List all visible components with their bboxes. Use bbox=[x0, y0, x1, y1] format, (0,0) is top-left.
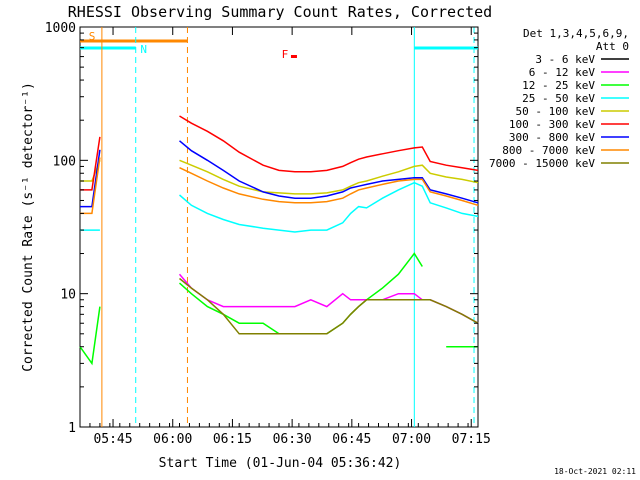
x-tick-label: 06:00 bbox=[153, 432, 192, 447]
footer-timestamp: 18-Oct-2021 02:11 bbox=[554, 467, 636, 476]
legend-entry-label: 6 - 12 keV bbox=[529, 66, 596, 79]
chart-title: RHESSI Observing Summary Count Rates, Co… bbox=[68, 3, 492, 21]
y-axis: 1 10 100 1000 bbox=[45, 21, 478, 436]
state-change-lines bbox=[101, 27, 475, 427]
legend-entry-label: 50 - 100 keV bbox=[516, 105, 596, 118]
y-tick-label: 100 bbox=[53, 154, 76, 169]
x-axis-label: Start Time (01-Jun-04 05:36:42) bbox=[159, 456, 402, 471]
flag-bars: S N F bbox=[80, 30, 478, 61]
flag-bar bbox=[290, 55, 297, 58]
y-tick-label: 10 bbox=[60, 288, 76, 303]
x-tick-label: 07:00 bbox=[392, 432, 431, 447]
legend-entry-label: 800 - 7000 keV bbox=[502, 144, 595, 157]
legend-header: Det 1,3,4,5,6,9, bbox=[523, 27, 629, 40]
y-axis-label: Corrected Count Rate (s⁻¹ detector⁻¹) bbox=[21, 82, 36, 372]
series-line bbox=[80, 181, 479, 233]
series-group bbox=[79, 115, 479, 366]
series-line bbox=[179, 277, 479, 335]
x-tick-label: 06:15 bbox=[213, 432, 252, 447]
legend-entry-label: 100 - 300 keV bbox=[509, 118, 595, 131]
legend-entry-label: 3 - 6 keV bbox=[535, 53, 595, 66]
flag-label: F bbox=[282, 48, 289, 61]
y-tick-label: 1 bbox=[68, 421, 76, 436]
x-axis: 05:45 06:00 06:15 06:30 06:45 07:00 07:15 bbox=[79, 27, 491, 447]
x-tick-label: 06:30 bbox=[273, 432, 312, 447]
x-tick-label: 06:45 bbox=[332, 432, 371, 447]
series-line bbox=[80, 140, 479, 208]
x-tick-label: 05:45 bbox=[93, 432, 132, 447]
x-tick-label: 07:15 bbox=[452, 432, 491, 447]
legend-entry-label: 25 - 50 keV bbox=[522, 92, 595, 105]
legend-entry-label: 7000 - 15000 keV bbox=[489, 157, 595, 170]
legend-header: Att 0 bbox=[596, 40, 629, 53]
series-line bbox=[79, 252, 478, 366]
plot-frame bbox=[79, 26, 479, 428]
flag-label: N bbox=[140, 43, 147, 56]
legend-entry-label: 12 - 25 keV bbox=[522, 79, 595, 92]
flag-label: S bbox=[89, 30, 96, 43]
legend-entry-label: 300 - 800 keV bbox=[509, 131, 595, 144]
y-tick-label: 1000 bbox=[45, 21, 76, 36]
